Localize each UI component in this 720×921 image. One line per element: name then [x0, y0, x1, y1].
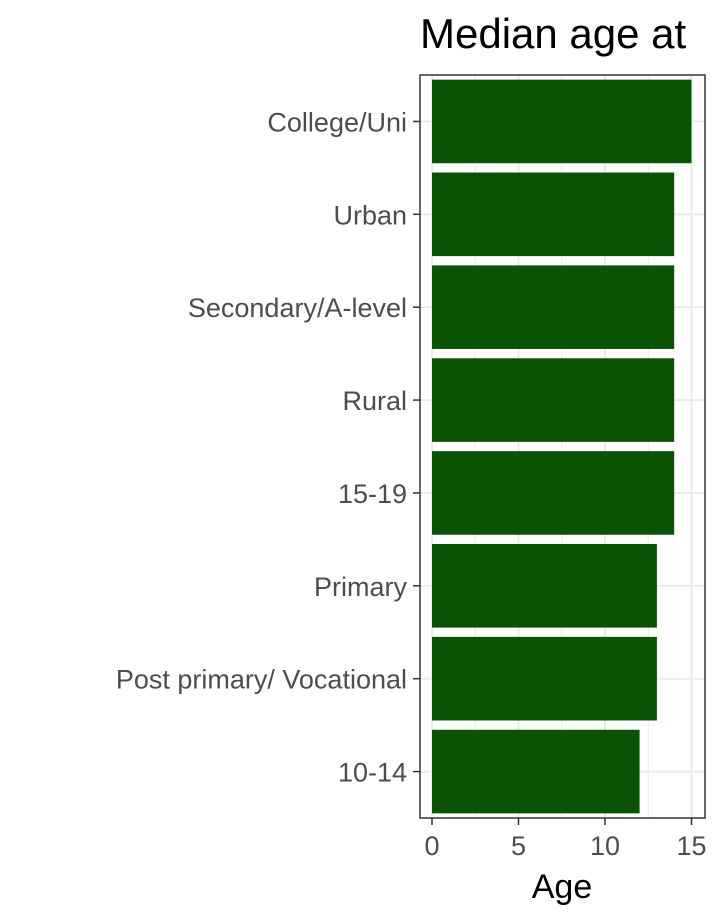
bar-4: [432, 451, 675, 535]
x-tick-label: 10: [590, 831, 620, 861]
bar-2: [432, 265, 675, 349]
x-axis: 0 5 10 15: [424, 818, 707, 861]
x-tick-label: 0: [424, 831, 439, 861]
bar-1: [432, 172, 675, 257]
y-tick-label: Post primary/ Vocational: [116, 665, 407, 695]
bar-0: [432, 79, 692, 164]
bar-5: [432, 544, 657, 628]
x-tick-label: 15: [676, 831, 706, 861]
bar-3: [432, 358, 675, 442]
y-tick-label: Rural: [342, 386, 407, 416]
y-tick-label: Primary: [314, 572, 407, 602]
bar-group: [432, 79, 692, 814]
y-tick-label: College/Uni: [267, 107, 407, 137]
y-tick-label: Secondary/A-level: [188, 293, 407, 323]
bar-6: [432, 636, 657, 721]
y-tick-label: 15-19: [338, 479, 407, 509]
y-axis: College/Uni Urban Secondary/A-level Rural 15…: [116, 107, 420, 788]
bar-7: [432, 729, 640, 814]
y-tick-label: Urban: [333, 200, 407, 230]
panel-border: [419, 74, 706, 819]
x-axis-title: Age: [532, 868, 593, 906]
x-tick-label: 5: [511, 831, 526, 861]
chart-title: Median age at: [420, 10, 687, 57]
y-tick-label: 10-14: [338, 758, 407, 788]
